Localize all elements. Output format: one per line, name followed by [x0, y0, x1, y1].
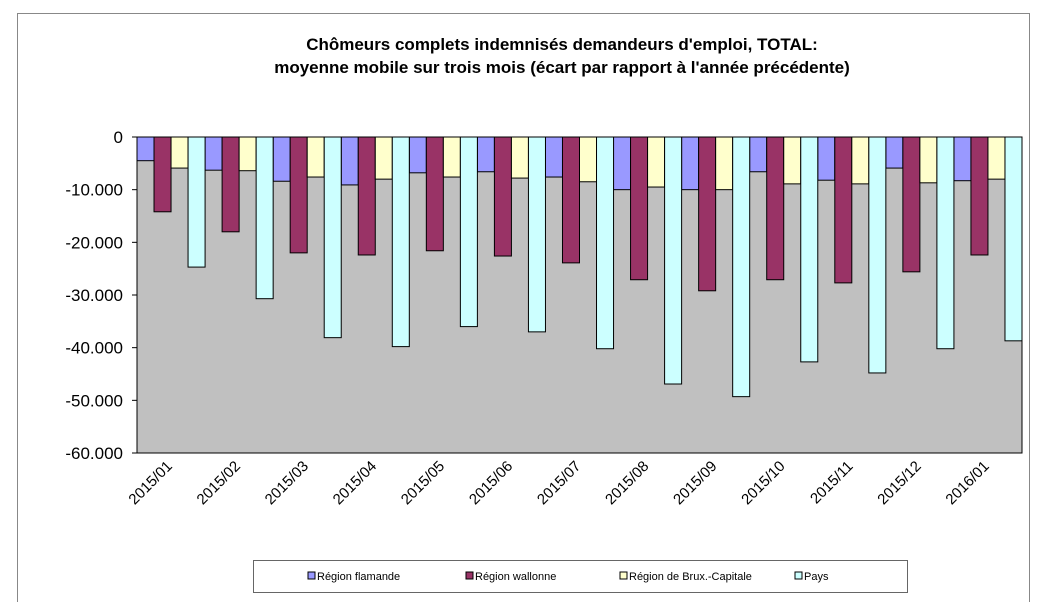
chart-title: Chômeurs complets indemnisés demandeurs … — [306, 35, 818, 54]
bar — [596, 136, 615, 350]
bar — [749, 136, 768, 173]
legend-label: Pays — [804, 571, 829, 583]
y-tick-label: -60.000 — [65, 444, 123, 463]
bar — [306, 136, 325, 178]
bar — [442, 136, 461, 178]
bar — [493, 136, 512, 257]
legend-swatch — [619, 571, 628, 580]
bar — [153, 136, 172, 213]
legend-label: Région flamande — [317, 571, 400, 583]
bar — [868, 136, 887, 374]
bar — [272, 136, 291, 182]
legend-label: Région de Brux.-Capitale — [629, 571, 752, 583]
bar — [527, 136, 546, 333]
bar — [374, 136, 393, 180]
y-tick-label: -50.000 — [65, 391, 123, 410]
bar — [204, 136, 223, 171]
bar — [221, 136, 240, 233]
bar — [510, 136, 529, 179]
y-tick-label: 0 — [114, 128, 123, 147]
bar — [732, 136, 751, 398]
bar — [170, 136, 189, 169]
y-tick-label: -40.000 — [65, 339, 123, 358]
bar — [579, 136, 598, 183]
bar — [936, 136, 955, 350]
bar — [970, 136, 989, 256]
bar — [425, 136, 444, 252]
bar — [613, 136, 632, 191]
chart-subtitle: moyenne mobile sur trois mois (écart par… — [274, 58, 850, 77]
bar — [698, 136, 717, 292]
bar — [187, 136, 206, 268]
bar — [630, 136, 649, 281]
bar — [1004, 136, 1023, 342]
bar — [834, 136, 853, 284]
bar — [681, 136, 700, 191]
bar — [953, 136, 972, 182]
y-tick-label: -30.000 — [65, 286, 123, 305]
legend-swatch — [465, 571, 474, 580]
legend-label: Région wallonne — [475, 571, 556, 583]
bar — [255, 136, 274, 300]
bar — [408, 136, 427, 174]
bar — [885, 136, 904, 169]
bar — [817, 136, 836, 181]
bar — [902, 136, 921, 273]
bar — [357, 136, 376, 256]
bar — [800, 136, 819, 363]
bar — [766, 136, 785, 281]
bar — [544, 136, 563, 178]
bar — [459, 136, 478, 328]
bar — [919, 136, 938, 184]
bar — [391, 136, 410, 348]
bar — [664, 136, 683, 385]
bar — [136, 136, 155, 162]
bar — [647, 136, 666, 188]
bar — [783, 136, 802, 185]
legend-swatch — [794, 571, 803, 580]
bar — [987, 136, 1006, 180]
bar — [851, 136, 870, 185]
bar — [340, 136, 359, 186]
bar — [289, 136, 308, 254]
y-tick-label: -10.000 — [65, 181, 123, 200]
bar — [561, 136, 581, 264]
legend-swatch — [307, 571, 316, 580]
y-tick-label: -20.000 — [65, 233, 123, 252]
bar — [476, 136, 495, 173]
bar — [238, 136, 257, 172]
bar — [323, 136, 342, 339]
bar — [715, 136, 734, 191]
